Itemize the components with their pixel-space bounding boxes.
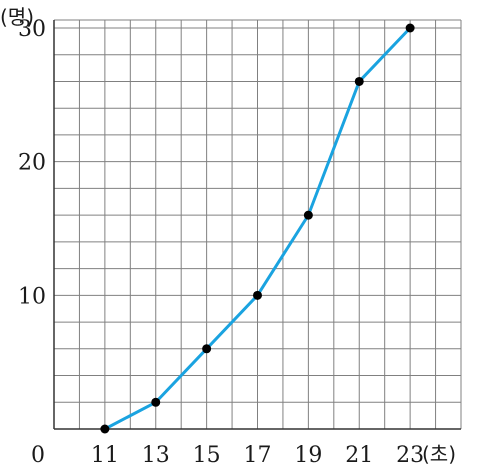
tick-labels: 11 13 15 17 19 21 23 10 20 30 — [18, 17, 424, 468]
y-tick-label: 20 — [18, 151, 46, 176]
x-tick-label: 11 — [91, 443, 119, 468]
x-tick-label: 15 — [193, 443, 221, 468]
y-tick-label: 30 — [18, 17, 46, 42]
x-tick-label: 21 — [345, 443, 373, 468]
y-tick-label: 10 — [18, 284, 46, 309]
x-tick-label: 19 — [294, 443, 322, 468]
x-tick-label: 23 — [396, 443, 424, 468]
data-point — [253, 290, 262, 300]
data-point — [303, 210, 313, 220]
y-unit-label: (명) — [0, 5, 34, 29]
data-point — [151, 397, 161, 407]
data-point — [354, 76, 364, 86]
data-point — [100, 424, 110, 434]
x-tick-label: 17 — [244, 443, 272, 468]
data-point — [202, 344, 212, 354]
grid — [54, 19, 462, 429]
x-unit-label: (초) — [422, 442, 456, 466]
data-point — [405, 23, 415, 33]
axes — [53, 20, 461, 430]
data-points — [100, 23, 415, 434]
x-tick-label: 13 — [142, 443, 170, 468]
origin-label: 0 — [31, 443, 45, 468]
